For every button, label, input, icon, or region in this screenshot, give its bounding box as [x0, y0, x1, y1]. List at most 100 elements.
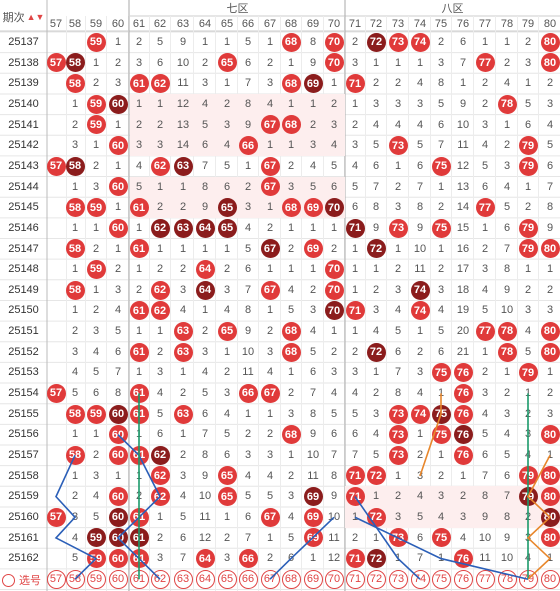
miss-count: 2 — [114, 56, 122, 69]
miss-count: 7 — [394, 366, 402, 379]
miss-count: 1 — [71, 180, 79, 193]
select-ball[interactable]: 69 — [303, 569, 323, 589]
ball-hit: 75 — [431, 363, 451, 383]
miss-count: 3 — [481, 263, 489, 276]
miss-count: 5 — [351, 407, 359, 420]
miss-count: 1 — [244, 407, 252, 420]
miss-count: 5 — [266, 490, 274, 503]
miss-count: 1 — [394, 56, 402, 69]
miss-count: 11 — [457, 139, 469, 152]
select-ball[interactable]: 72 — [366, 569, 386, 589]
select-ball[interactable]: 71 — [345, 569, 365, 589]
ball-hit: 76 — [453, 549, 473, 569]
select-ball[interactable]: 75 — [431, 569, 451, 589]
miss-count: 6 — [481, 449, 489, 461]
miss-count: 3 — [372, 407, 380, 420]
select-ball[interactable]: 63 — [173, 569, 193, 589]
select-ball[interactable]: 73 — [388, 569, 408, 589]
miss-count: 1 — [223, 242, 231, 255]
ball-hit: 68 — [281, 32, 301, 52]
select-ball[interactable]: 77 — [475, 569, 495, 589]
miss-count: 2 — [437, 263, 445, 276]
select-ball[interactable]: 68 — [281, 569, 301, 589]
miss-count: 6 — [503, 221, 511, 234]
miss-count: 3 — [223, 387, 231, 400]
select-circle-icon — [2, 573, 15, 587]
miss-count: 2 — [524, 407, 532, 420]
ball-hit: 73 — [388, 425, 408, 445]
miss-count: 9 — [244, 118, 252, 131]
miss-count: 1 — [92, 56, 100, 69]
ball-hit: 70 — [324, 198, 344, 217]
miss-count: 7 — [546, 180, 554, 193]
miss-count: 1 — [287, 139, 295, 152]
miss-count: 2 — [71, 490, 79, 503]
ball-hit: 64 — [195, 259, 215, 279]
select-ball[interactable]: 70 — [324, 569, 344, 589]
select-ball[interactable]: 79 — [518, 569, 538, 589]
miss-count: 1 — [179, 242, 187, 255]
miss-count: 3 — [156, 139, 164, 152]
ball-hit: 69 — [303, 239, 323, 259]
miss-count: 4 — [266, 97, 274, 110]
select-ball[interactable]: 62 — [150, 569, 170, 589]
miss-count: 3 — [71, 139, 79, 152]
miss-count: 2 — [524, 283, 532, 296]
ball-hit: 61 — [129, 342, 149, 362]
select-ball[interactable]: 67 — [260, 569, 280, 589]
ball-hit: 68 — [281, 321, 301, 341]
select-ball[interactable]: 74 — [410, 569, 430, 589]
select-ball[interactable]: 80 — [540, 569, 560, 589]
ball-hit: 75 — [431, 156, 451, 176]
miss-count: 2 — [179, 387, 187, 400]
miss-count: 1 — [546, 552, 554, 565]
ball-hit: 67 — [260, 280, 280, 300]
miss-count: 3 — [156, 366, 164, 379]
miss-count: 11 — [242, 366, 254, 379]
miss-count: 2 — [71, 118, 79, 131]
miss-count: 1 — [437, 242, 445, 255]
select-ball[interactable]: 65 — [217, 569, 237, 589]
miss-count: 17 — [456, 263, 470, 276]
ball-hit: 60 — [108, 94, 128, 114]
ball-hit: 67 — [260, 115, 280, 135]
miss-count: 4 — [481, 283, 489, 296]
select-ball[interactable]: 78 — [497, 569, 517, 589]
miss-count: 3 — [351, 366, 359, 379]
ball-hit: 79 — [518, 156, 538, 176]
miss-count: 2 — [223, 97, 231, 110]
miss-count: 1 — [266, 407, 274, 420]
miss-count: 4 — [459, 531, 467, 544]
ball-hit: 71 — [345, 301, 365, 321]
miss-count: 3 — [351, 56, 359, 69]
column-header-62: 62 — [153, 18, 167, 30]
select-ball[interactable]: 59 — [86, 569, 106, 589]
miss-count: 5 — [416, 139, 424, 152]
issue-header[interactable]: 期次 ▲▼ — [0, 6, 47, 28]
miss-count: 3 — [372, 304, 380, 317]
ball-hit: 72 — [366, 507, 386, 527]
issue-number: 25139 — [8, 77, 39, 90]
miss-count: 6 — [459, 36, 467, 48]
select-ball[interactable]: 66 — [238, 569, 258, 589]
miss-count: 4 — [201, 97, 209, 110]
miss-count: 2 — [135, 36, 143, 48]
select-ball[interactable]: 58 — [65, 569, 85, 589]
miss-count: 4 — [287, 283, 295, 296]
miss-count: 1 — [114, 118, 122, 131]
select-ball[interactable]: 64 — [195, 569, 215, 589]
miss-count: 8 — [503, 263, 511, 276]
miss-count: 10 — [500, 552, 514, 565]
select-ball[interactable]: 57 — [46, 569, 66, 589]
ball-hit: 63 — [173, 218, 193, 238]
miss-count: 3 — [201, 345, 209, 358]
select-ball[interactable]: 76 — [453, 569, 473, 589]
miss-count: 6 — [503, 469, 511, 482]
ball-hit: 80 — [540, 507, 560, 527]
miss-count: 1 — [114, 242, 122, 255]
miss-count: 10 — [306, 449, 320, 461]
select-label[interactable]: 选号 — [2, 569, 48, 591]
select-ball[interactable]: 61 — [129, 569, 149, 589]
select-ball[interactable]: 60 — [108, 569, 128, 589]
miss-count: 3 — [524, 428, 532, 441]
